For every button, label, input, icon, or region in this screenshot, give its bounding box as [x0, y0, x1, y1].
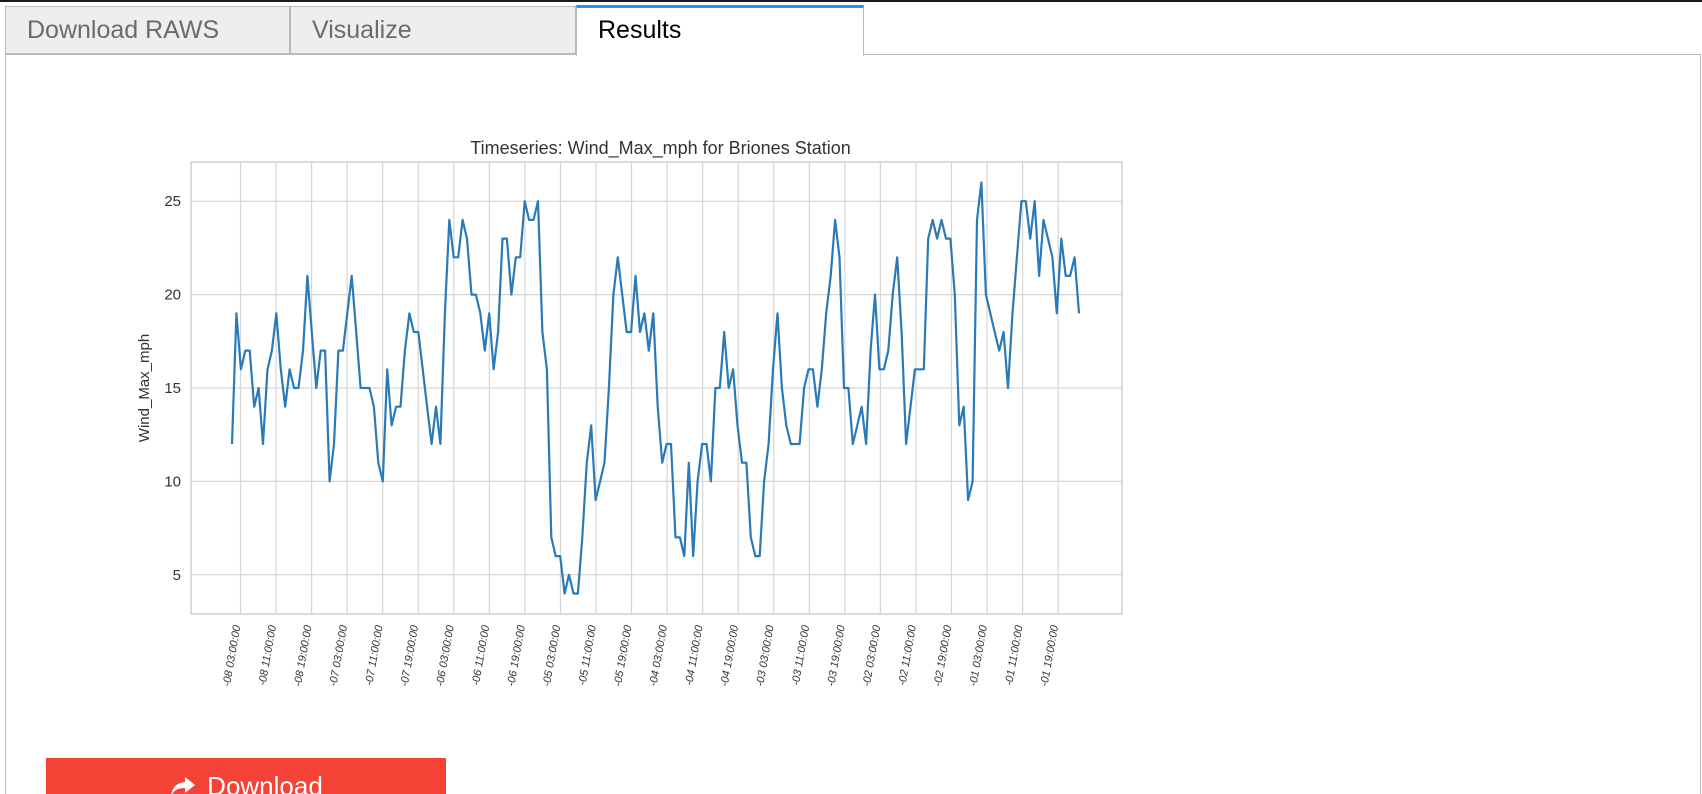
x-tick-label: -06 11:00:00 — [470, 624, 493, 687]
x-tick-label: -07 11:00:00 — [363, 624, 386, 687]
window-top-border — [0, 0, 1702, 2]
x-tick-label: -08 03:00:00 — [221, 624, 244, 688]
share-arrow-icon — [169, 775, 197, 794]
y-tick-label: 15 — [164, 380, 181, 397]
x-tick-label: -03 19:00:00 — [825, 624, 848, 688]
x-tick-label: -03 03:00:00 — [754, 624, 777, 688]
chart-title: Timeseries: Wind_Max_mph for Briones Sta… — [470, 138, 850, 159]
x-tick-label: -05 19:00:00 — [612, 624, 635, 688]
x-tick-label: -04 19:00:00 — [719, 624, 742, 688]
x-tick-label: -02 19:00:00 — [932, 624, 955, 688]
x-tick-label: -01 11:00:00 — [1003, 624, 1026, 687]
tab-results[interactable]: Results — [576, 5, 864, 56]
x-tick-label: -06 19:00:00 — [505, 624, 528, 688]
x-tick-label: -02 03:00:00 — [861, 624, 884, 688]
x-tick-label: -07 03:00:00 — [328, 624, 351, 688]
x-tick-label: -01 03:00:00 — [967, 624, 990, 688]
x-tick-label: -01 19:00:00 — [1039, 624, 1062, 688]
tab-download-raws[interactable]: Download RAWS — [5, 6, 290, 54]
tab-visualize[interactable]: Visualize — [290, 6, 576, 54]
download-button-label: Download — [207, 771, 323, 794]
timeseries-chart: -08 03:00:00 -08 11:00:00 -08 19:00:00 -07 … — [136, 138, 1123, 688]
x-tick-label: -02 11:00:00 — [896, 624, 919, 687]
download-button[interactable]: Download — [46, 758, 446, 794]
x-tick-label: -06 03:00:00 — [434, 624, 457, 688]
x-tick-label: -05 03:00:00 — [541, 624, 564, 688]
x-tick-label: -04 11:00:00 — [683, 624, 706, 687]
y-tick-label: 10 — [164, 473, 181, 490]
x-tick-label: -05 11:00:00 — [577, 624, 600, 687]
x-tick-label: -04 03:00:00 — [648, 624, 671, 688]
y-axis-label: Wind_Max_mph — [136, 334, 153, 442]
y-tick-label: 20 — [164, 287, 181, 304]
x-tick-label: -08 11:00:00 — [257, 624, 280, 687]
tab-bar: Download RAWS Visualize Results — [0, 2, 1702, 56]
results-panel: -08 03:00:00 -08 11:00:00 -08 19:00:00 -07 … — [5, 54, 1701, 794]
y-tick-label: 25 — [164, 193, 181, 210]
y-tick-label: 5 — [173, 567, 181, 584]
series-line-wind-max-mph — [230, 181, 1081, 595]
x-tick-label: -08 19:00:00 — [292, 624, 315, 688]
x-tick-label: -03 11:00:00 — [790, 624, 813, 687]
x-tick-label: -07 19:00:00 — [399, 624, 422, 688]
